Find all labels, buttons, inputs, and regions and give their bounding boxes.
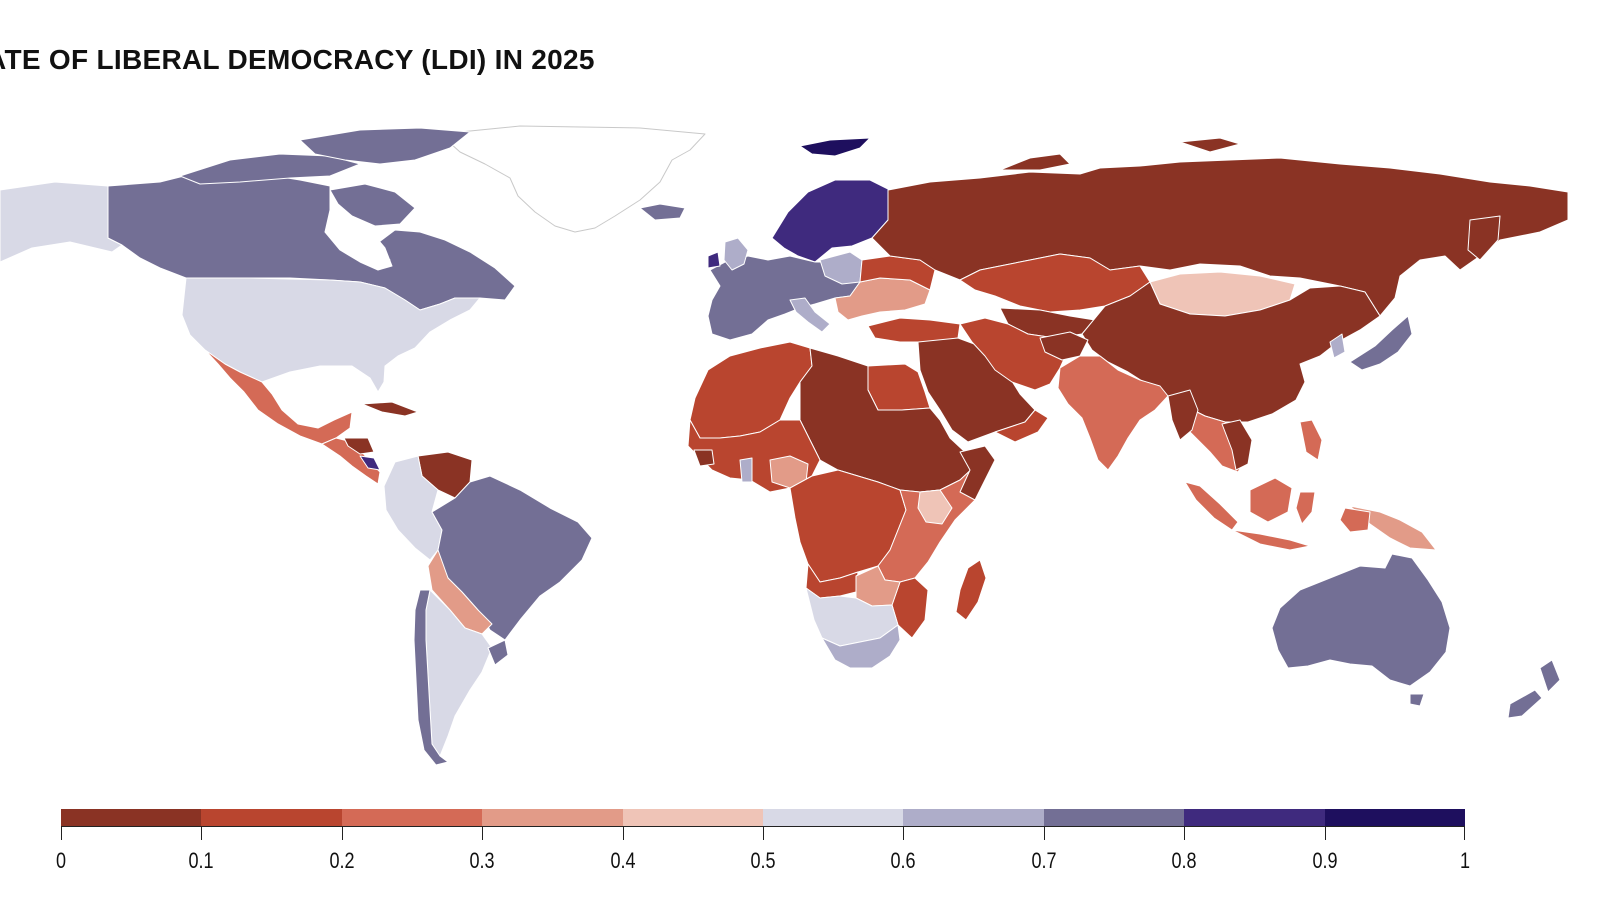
region-turkey[interactable] xyxy=(867,317,961,343)
legend-swatch xyxy=(1043,809,1185,827)
region-japan[interactable] xyxy=(1349,315,1413,371)
map-title: ATE OF LIBERAL DEMOCRACY (LDI) IN 2025 xyxy=(0,44,595,75)
region-greenland[interactable] xyxy=(439,125,706,233)
legend-tick-label: 0.8 xyxy=(1171,848,1197,873)
legend-swatch xyxy=(482,809,623,827)
legend: 0 0.1 0.2 0.3 0.4 0.5 0.6 0.7 0.8 0.9 1 xyxy=(56,808,1470,878)
legend-tick-label: 0.7 xyxy=(1031,848,1057,873)
region-mexico[interactable] xyxy=(204,349,353,445)
region-iran[interactable] xyxy=(959,317,1069,391)
region-yemen-oman[interactable] xyxy=(994,409,1049,443)
region-russia-islands[interactable] xyxy=(999,153,1071,171)
legend-swatch xyxy=(763,809,904,827)
legend-color-bar xyxy=(61,808,1466,827)
region-indonesia-sumatra[interactable] xyxy=(1184,481,1239,531)
region-new-zealand-north[interactable] xyxy=(1539,659,1561,693)
region-russia-kamchatka[interactable] xyxy=(1467,215,1501,261)
region-chile[interactable] xyxy=(413,589,449,766)
legend-swatch xyxy=(201,809,342,827)
legend-tick-label: 0 xyxy=(55,848,67,873)
world-map-svg xyxy=(0,125,1569,766)
region-scandinavia[interactable] xyxy=(771,179,891,263)
legend-tick-label: 1 xyxy=(1459,848,1471,873)
legend-swatch xyxy=(1324,809,1466,827)
region-uruguay[interactable] xyxy=(487,639,509,666)
region-canada-islands-1[interactable] xyxy=(179,153,361,185)
legend-swatch xyxy=(1184,809,1325,827)
legend-tick xyxy=(1464,826,1465,840)
legend-tick-label: 0.9 xyxy=(1312,848,1338,873)
region-south-africa[interactable] xyxy=(821,624,901,669)
legend-tick-label: 0.5 xyxy=(750,848,776,873)
legend-tick xyxy=(482,826,483,840)
legend-tick xyxy=(623,826,624,840)
region-alaska[interactable] xyxy=(0,181,123,263)
region-costa-rica[interactable] xyxy=(359,455,381,471)
region-uk[interactable] xyxy=(723,237,749,271)
legend-swatch xyxy=(622,809,764,827)
region-australia[interactable] xyxy=(1271,553,1451,687)
region-indonesia-sulawesi[interactable] xyxy=(1295,491,1316,525)
world-map xyxy=(0,120,1600,780)
region-new-zealand-south[interactable] xyxy=(1507,689,1543,719)
legend-tick-label: 0.3 xyxy=(469,848,495,873)
legend-tick xyxy=(201,826,202,840)
legend-tick xyxy=(763,826,764,840)
region-east-africa[interactable] xyxy=(877,465,986,583)
legend-tick-label: 0.4 xyxy=(610,848,636,873)
region-tasmania[interactable] xyxy=(1409,693,1425,707)
region-indonesia-borneo[interactable] xyxy=(1249,477,1293,523)
hudson-bay xyxy=(324,223,393,271)
region-nicaragua[interactable] xyxy=(343,437,375,455)
region-madagascar[interactable] xyxy=(955,559,987,621)
region-papua-new-guinea[interactable] xyxy=(1349,505,1437,551)
legend-tick-label: 0.2 xyxy=(329,848,355,873)
region-cuba[interactable] xyxy=(361,401,419,417)
region-western-europe[interactable] xyxy=(707,255,861,341)
region-somalia[interactable] xyxy=(959,445,996,501)
region-japan-2[interactable] xyxy=(1329,333,1346,359)
region-kenya[interactable] xyxy=(917,489,953,525)
legend-swatch xyxy=(341,809,483,827)
region-philippines[interactable] xyxy=(1299,419,1323,461)
region-italy[interactable] xyxy=(789,297,831,333)
region-ireland[interactable] xyxy=(707,251,721,269)
region-svalbard[interactable] xyxy=(799,137,871,157)
legend-tick-label: 0.6 xyxy=(890,848,916,873)
legend-tick xyxy=(903,826,904,840)
region-iceland[interactable] xyxy=(639,203,686,221)
region-guinea[interactable] xyxy=(693,449,715,467)
legend-tick xyxy=(342,826,343,840)
legend-swatch xyxy=(903,809,1044,827)
region-canada-islands-2[interactable] xyxy=(299,127,471,165)
region-vietnam[interactable] xyxy=(1221,419,1253,471)
legend-tick-label: 0.1 xyxy=(188,848,214,873)
legend-tick xyxy=(61,826,62,840)
legend-swatch xyxy=(61,809,202,827)
region-india[interactable] xyxy=(1057,355,1169,471)
legend-tick xyxy=(1184,826,1185,840)
region-myanmar[interactable] xyxy=(1167,389,1199,441)
legend-tick xyxy=(1044,826,1045,840)
region-indonesia-papua[interactable] xyxy=(1339,507,1371,533)
region-russia-islands-2[interactable] xyxy=(1179,137,1241,153)
region-canada-islands-3[interactable] xyxy=(329,183,416,227)
legend-tick xyxy=(1325,826,1326,840)
region-indonesia-java[interactable] xyxy=(1231,529,1311,551)
region-ghana[interactable] xyxy=(739,457,753,483)
